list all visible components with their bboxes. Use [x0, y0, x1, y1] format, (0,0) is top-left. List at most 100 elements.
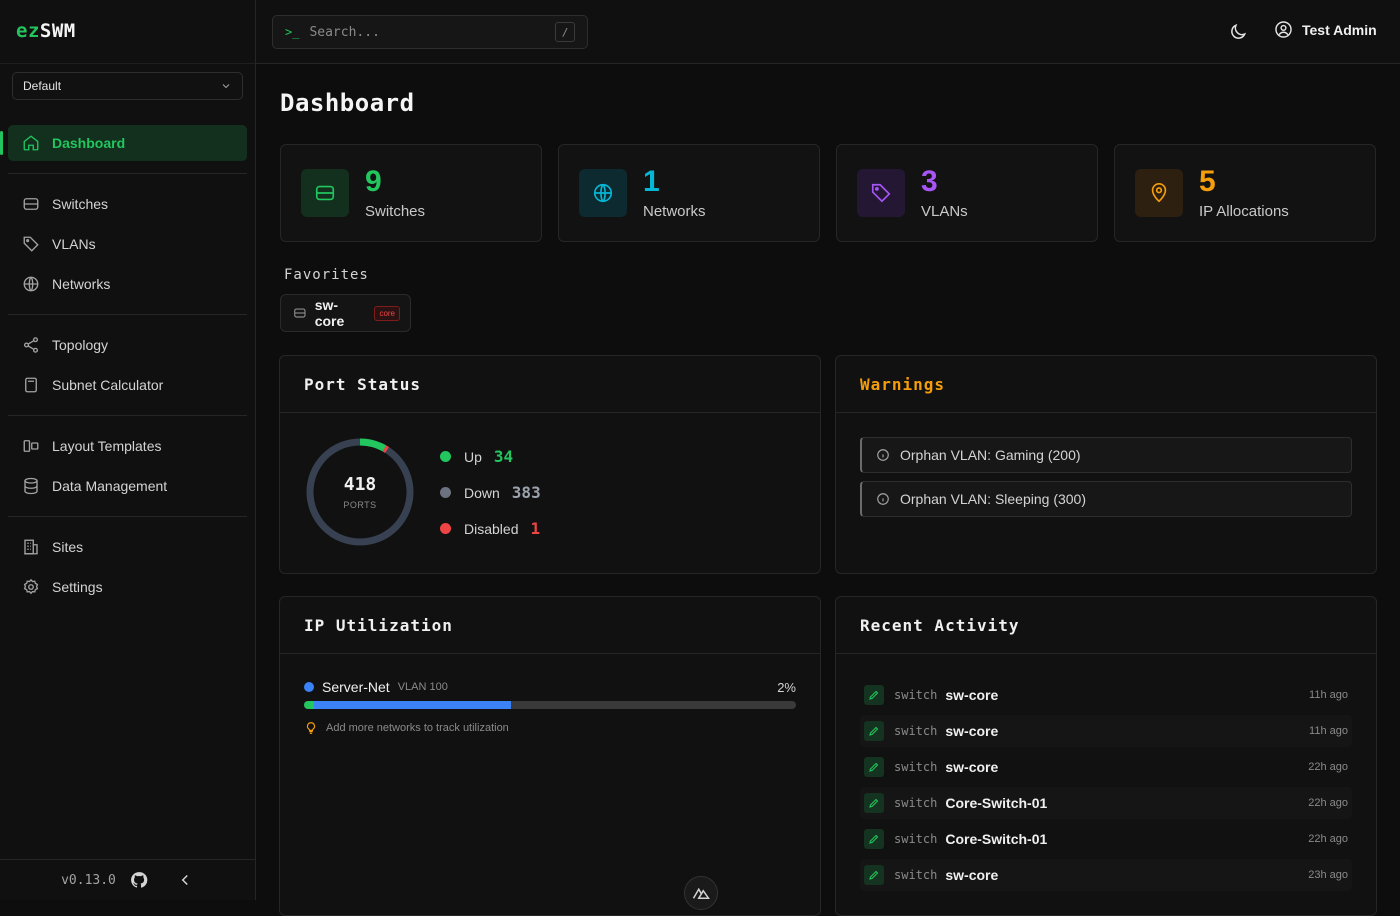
collapse-sidebar-icon[interactable]	[176, 871, 194, 889]
tag-icon	[23, 236, 39, 252]
network-percent: 2%	[777, 679, 796, 695]
sidebar-item-sites[interactable]: Sites	[8, 529, 247, 565]
sidebar-item-label: Settings	[52, 579, 103, 595]
version-label: v0.13.0	[61, 872, 116, 888]
activity-row[interactable]: switch sw-core 23h ago	[860, 859, 1352, 891]
nuxt-logo-icon	[692, 887, 710, 899]
github-icon[interactable]	[130, 871, 148, 889]
activity-time: 22h ago	[1308, 761, 1348, 773]
user-menu[interactable]: Test Admin	[1274, 20, 1377, 39]
legend-down: Down 383	[440, 483, 541, 502]
activity-type: switch	[894, 796, 938, 810]
search-placeholder: Search...	[309, 24, 380, 40]
stat-card-ip-allocations[interactable]: 5 IP Allocations	[1114, 144, 1376, 242]
port-status-card: Port Status 418 PORTS Up 34 Down 383 Dis…	[279, 355, 821, 574]
user-name: Test Admin	[1302, 21, 1377, 38]
stat-value: 9	[365, 165, 382, 198]
moon-icon[interactable]	[1228, 22, 1248, 42]
network-utilization-row[interactable]: Server-Net VLAN 100 2%	[304, 679, 796, 695]
activity-row[interactable]: switch sw-core 22h ago	[860, 751, 1352, 783]
share-nodes-icon	[23, 337, 39, 353]
stat-card-vlans[interactable]: 3 VLANs	[836, 144, 1098, 242]
gear-icon	[23, 578, 39, 595]
lightbulb-icon	[306, 722, 316, 734]
utilization-bar	[304, 701, 796, 709]
sidebar-item-layout-templates[interactable]: Layout Templates	[8, 428, 247, 464]
legend-value: 34	[493, 447, 514, 466]
sidebar-item-subnet-calculator[interactable]: Subnet Calculator	[8, 367, 247, 403]
activity-target: Core-Switch-01	[945, 831, 1048, 847]
favorite-switch-sw-core[interactable]: sw-core core	[280, 294, 411, 332]
edit-icon	[864, 793, 884, 813]
activity-target: sw-core	[945, 759, 999, 775]
info-icon	[877, 493, 889, 505]
stat-value: 5	[1199, 165, 1216, 198]
edit-icon	[864, 757, 884, 777]
site-selector-value: Default	[23, 79, 62, 93]
sidebar-item-networks[interactable]: Networks	[8, 266, 247, 302]
activity-time: 11h ago	[1309, 725, 1348, 737]
activity-row[interactable]: switch sw-core 11h ago	[860, 679, 1352, 711]
site-selector[interactable]: Default	[12, 72, 243, 100]
warning-text: Orphan VLAN: Sleeping (300)	[900, 491, 1086, 507]
donut-arc-up	[306, 438, 414, 546]
activity-time: 22h ago	[1308, 797, 1348, 809]
activity-row[interactable]: switch Core-Switch-01 22h ago	[860, 787, 1352, 819]
sidebar-item-vlans[interactable]: VLANs	[8, 226, 247, 262]
warning-item[interactable]: Orphan VLAN: Sleeping (300)	[860, 481, 1352, 517]
utilization-hint: Add more networks to track utilization	[304, 721, 509, 735]
stat-value: 3	[921, 165, 938, 198]
logo-suffix: SWM	[39, 20, 76, 42]
favorites-title: Favorites	[284, 267, 369, 283]
activity-type: switch	[894, 760, 938, 774]
page-title: Dashboard	[280, 89, 415, 117]
activity-row[interactable]: switch sw-core 11h ago	[860, 715, 1352, 747]
nav-group-inventory: Switches VLANs Networks	[8, 186, 247, 306]
legend-label: Disabled	[464, 520, 519, 537]
building-icon	[24, 539, 38, 555]
sidebar-item-data-management[interactable]: Data Management	[8, 468, 247, 504]
warning-item[interactable]: Orphan VLAN: Gaming (200)	[860, 437, 1352, 473]
legend-value: 383	[511, 483, 541, 502]
sidebar-footer: v0.13.0	[0, 859, 255, 900]
sidebar-item-label: Switches	[52, 196, 109, 212]
legend-up: Up 34	[440, 447, 513, 466]
devtools-toggle-button[interactable]	[684, 876, 718, 910]
tag-icon	[871, 183, 891, 203]
favorite-name: sw-core	[314, 297, 345, 329]
stat-card-switches[interactable]: 9 Switches	[280, 144, 542, 242]
status-dot	[440, 487, 451, 498]
legend-label: Up	[464, 448, 482, 465]
stat-label: Networks	[643, 203, 706, 220]
warning-text: Orphan VLAN: Gaming (200)	[900, 447, 1081, 463]
activity-row[interactable]: switch Core-Switch-01 22h ago	[860, 823, 1352, 855]
network-color-dot	[304, 682, 314, 692]
edit-icon	[864, 721, 884, 741]
sidebar-item-dashboard[interactable]: Dashboard	[0, 125, 247, 161]
sidebar-item-settings[interactable]: Settings	[8, 569, 247, 605]
globe-icon	[593, 183, 613, 203]
utilization-bar-fill	[304, 701, 511, 709]
sidebar-item-label: Data Management	[52, 478, 168, 494]
app-logo[interactable]: ezSWM	[16, 20, 76, 42]
sidebar-item-label: VLANs	[52, 236, 96, 252]
card-title: Warnings	[836, 356, 1376, 413]
activity-target: sw-core	[945, 723, 999, 739]
activity-type: switch	[894, 724, 938, 738]
layout-icon	[23, 440, 39, 452]
divider	[8, 516, 247, 517]
map-pin-icon	[1151, 183, 1167, 203]
stat-label: Switches	[365, 203, 426, 220]
sidebar-item-label: Dashboard	[52, 135, 126, 151]
divider	[8, 415, 247, 416]
sidebar-item-topology[interactable]: Topology	[8, 327, 247, 363]
calculator-icon	[25, 377, 37, 393]
nav-group-data: Layout Templates Data Management	[8, 428, 247, 508]
activity-target: Core-Switch-01	[945, 795, 1048, 811]
legend-label: Down	[464, 484, 500, 501]
search-input[interactable]: >_ Search... /	[272, 15, 588, 49]
stat-card-networks[interactable]: 1 Networks	[558, 144, 820, 242]
port-total-value: 418	[343, 474, 377, 495]
database-icon	[24, 477, 38, 495]
sidebar-item-switches[interactable]: Switches	[8, 186, 247, 222]
